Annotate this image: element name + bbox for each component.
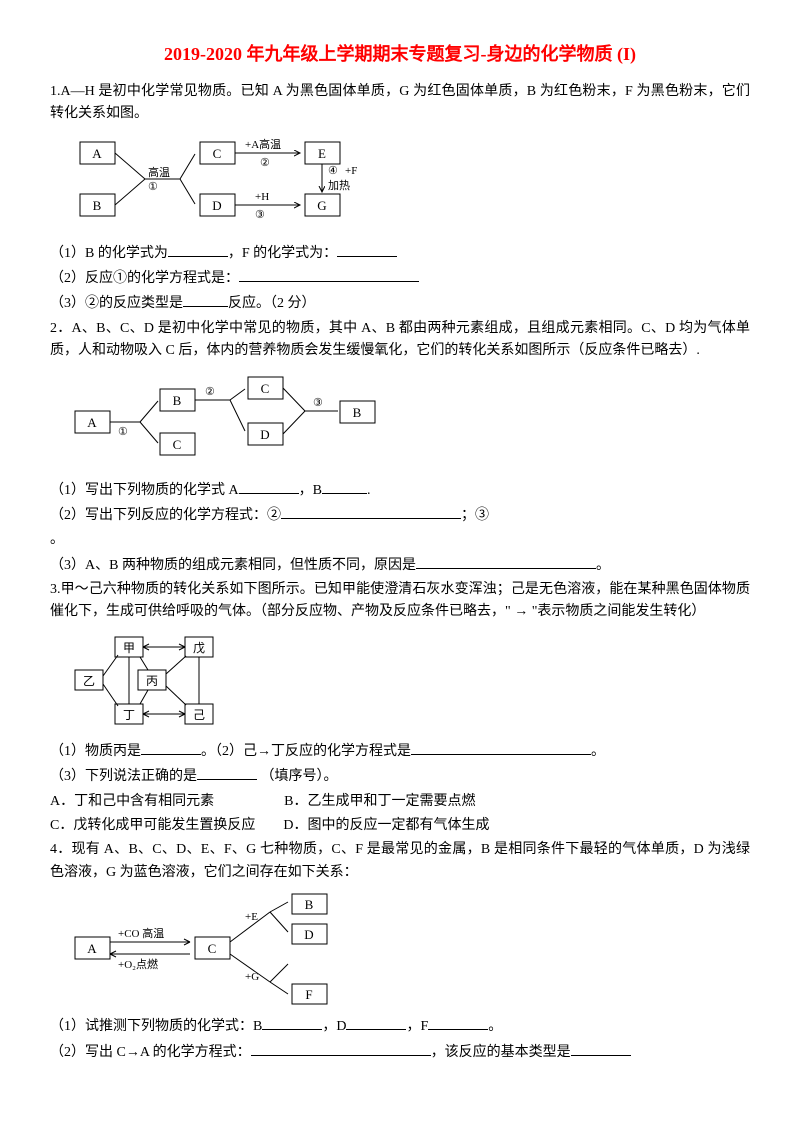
q1-box-d: D <box>212 198 221 213</box>
q3-optA: A．丁和己中含有相同元素 B．乙生成甲和丁一定需要点燃 <box>50 791 750 813</box>
q4-diagram: A +CO 高温 +O₂点燃 C +E +G B D F <box>70 892 750 1007</box>
q4-box-b: B <box>305 897 314 912</box>
q1-box-g: G <box>317 198 326 213</box>
q2-sub2: （2）写出下列反应的化学方程式：②；③ <box>50 504 750 527</box>
document-title: 2019-2020 年九年级上学期期末专题复习-身边的化学物质 (I) <box>50 40 750 69</box>
q4-label-co: +CO 高温 <box>118 926 164 940</box>
q4-box-d: D <box>304 927 313 942</box>
q2-intro: 2．A、B、C、D 是初中化学中常见的物质，其中 A、B 都由两种元素组成，且组… <box>50 318 750 363</box>
q4-label-g: +G <box>245 971 259 983</box>
q2-box-a: A <box>87 415 97 430</box>
q3-sub2: （3）下列说法正确的是 （填序号）。 <box>50 765 750 788</box>
q3-box-ding: 丁 <box>123 708 135 722</box>
q1-label-circ3: ③ <box>255 209 265 221</box>
q2-label-circ3: ③ <box>313 397 323 409</box>
q2-diagram: A ① B C ② C D ③ B <box>70 371 750 471</box>
q3-optC: C．戊转化成甲可能发生置换反应 D．图中的反应一定都有气体生成 <box>50 815 750 837</box>
q3-box-bing: 丙 <box>146 674 158 688</box>
q3-box-wu: 戊 <box>193 641 205 655</box>
q1-sub3: （3）②的反应类型是反应。（2 分） <box>50 292 750 315</box>
q4-intro: 4．现有 A、B、C、D、E、F、G 七种物质，C、F 是最常见的金属，B 是相… <box>50 839 750 884</box>
q4-sub2: （2）写出 C→A 的化学方程式：，该反应的基本类型是 <box>50 1041 750 1064</box>
q1-box-a: A <box>92 146 102 161</box>
q2-sub3: （3）A、B 两种物质的组成元素相同，但性质不同，原因是。 <box>50 554 750 577</box>
q1-label-a-gaowen: +A高温 <box>245 137 281 151</box>
q1-intro: 1.A—H 是初中化学常见物质。已知 A 为黑色固体单质，G 为红色固体单质，B… <box>50 81 750 126</box>
q1-box-b: B <box>93 198 102 213</box>
q1-box-c: C <box>213 146 222 161</box>
q3-box-yi: 乙 <box>83 674 95 688</box>
q2-box-c1: C <box>173 437 182 452</box>
q1-label-h: +H <box>255 191 269 203</box>
q1-label-circ1: ① <box>148 181 158 193</box>
q2-box-c2: C <box>261 381 270 396</box>
q2-label-circ1: ① <box>118 426 128 438</box>
q3-intro: 3.甲～己六种物质的转化关系如下图所示。已知甲能使澄清石灰水变浑浊；己是无色溶液… <box>50 579 750 624</box>
q1-label-jiare: 加热 <box>328 179 350 192</box>
q3-box-ji: 己 <box>193 708 205 722</box>
q1-label-gaowen: 高温 <box>148 165 170 179</box>
q3-sub1: （1）物质丙是。（2）己→丁反应的化学方程式是。 <box>50 740 750 763</box>
q2-box-b2: B <box>353 405 362 420</box>
q4-box-c: C <box>208 941 217 956</box>
q3-diagram: 甲 乙 丙 丁 戊 己 <box>70 632 750 732</box>
q1-box-e: E <box>318 146 326 161</box>
q4-label-o2: +O₂点燃 <box>118 957 158 971</box>
q4-label-e: +E <box>245 911 258 923</box>
q2-box-b1: B <box>173 393 182 408</box>
q4-box-a: A <box>87 941 97 956</box>
q2-box-d: D <box>260 427 269 442</box>
q1-diagram: A B 高温 ① C D +A高温 ② +H ③ E G ④ +F 加热 <box>70 134 750 234</box>
q4-sub1: （1）试推测下列物质的化学式：B，D，F。 <box>50 1015 750 1038</box>
q1-label-f: +F <box>345 165 357 177</box>
q1-sub2: （2）反应①的化学方程式是： <box>50 267 750 290</box>
q2-label-circ2: ② <box>205 386 215 398</box>
q1-sub1: （1）B 的化学式为，F 的化学式为： <box>50 242 750 265</box>
q2-sub2c: 。 <box>50 529 750 551</box>
q4-box-f: F <box>305 987 312 1002</box>
q1-label-circ2: ② <box>260 157 270 169</box>
q2-sub1: （1）写出下列物质的化学式 A，B. <box>50 479 750 502</box>
q1-label-circ4: ④ <box>328 165 338 177</box>
q3-box-jia: 甲 <box>123 641 135 655</box>
